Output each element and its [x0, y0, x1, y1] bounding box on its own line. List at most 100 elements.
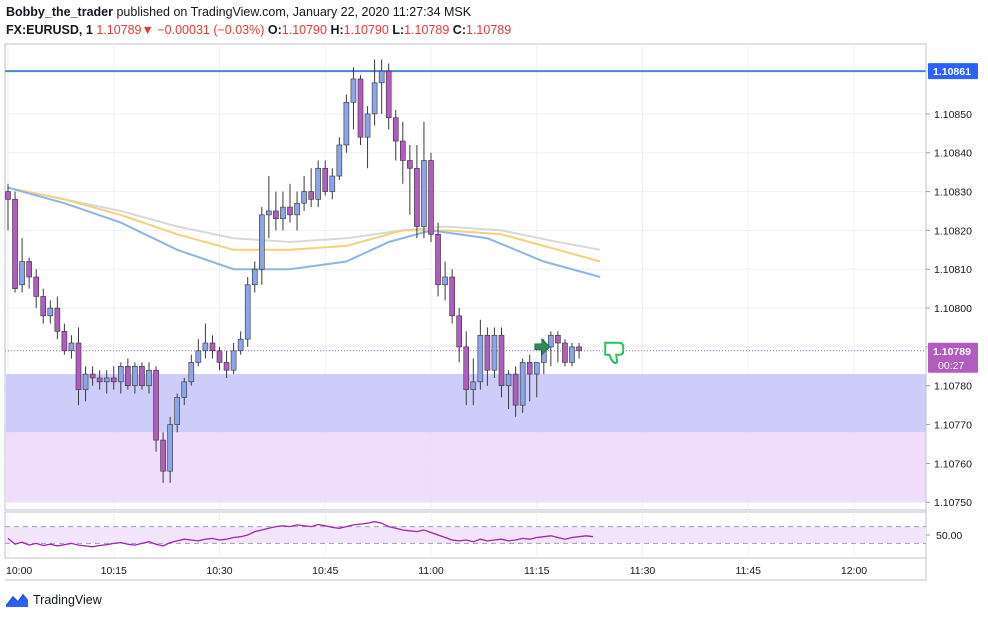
candle-body	[456, 315, 463, 348]
candle-body	[244, 284, 251, 340]
candle-body	[569, 346, 575, 363]
candle-body	[33, 276, 40, 297]
candle-body	[19, 261, 25, 286]
author-name[interactable]: Bobby_the_trader	[6, 5, 113, 19]
time-tick-label: 11:15	[524, 565, 550, 577]
candle-body	[371, 82, 378, 115]
down-arrow-icon: ▼	[141, 23, 154, 37]
level-price-badge	[928, 63, 978, 80]
candle-body	[202, 342, 209, 352]
close-value: 1.10789	[466, 23, 512, 37]
candle-body	[491, 334, 498, 371]
high-value: 1.10790	[343, 23, 389, 37]
candle-body	[40, 296, 47, 317]
candle-body	[216, 350, 223, 363]
candle-body	[414, 167, 420, 227]
close-label: C:	[452, 23, 466, 37]
time-tick-label: 11:45	[736, 565, 762, 577]
price-tick-label: 1.10780	[934, 381, 972, 393]
candle-body	[82, 373, 89, 390]
candle-body	[463, 346, 470, 390]
rsi-band	[6, 526, 926, 544]
candle-body	[399, 140, 406, 161]
candle-body	[188, 362, 195, 383]
countdown-label: 00:27	[938, 360, 964, 372]
rsi-line	[7, 520, 594, 548]
candle-body	[209, 342, 216, 352]
candle-body	[512, 373, 519, 406]
candle-body	[153, 369, 159, 441]
candle-body	[470, 381, 477, 390]
price-tick-label: 1.10770	[934, 420, 972, 432]
tradingview-brand[interactable]: TradingView	[33, 593, 102, 607]
candle-body	[548, 334, 554, 348]
candle-body	[442, 276, 448, 286]
open-value: 1.10790	[281, 23, 327, 37]
level-price-label: 1.10861	[933, 66, 971, 78]
candle-body	[146, 369, 152, 387]
candle-body	[421, 160, 427, 227]
symbol-label[interactable]: FX:EURUSD, 1	[6, 23, 93, 37]
last-price-badge	[928, 342, 978, 373]
candle-body	[75, 342, 82, 390]
published-text: published on TradingView.com, January 22…	[116, 5, 472, 19]
candle-body	[378, 70, 385, 84]
candle-body	[555, 334, 561, 344]
ma-mid-line	[7, 186, 601, 263]
candle-body	[110, 377, 117, 383]
candle-body	[251, 268, 258, 286]
candle-body	[12, 199, 18, 289]
time-tick-label: 10:45	[312, 565, 338, 577]
candle-body	[526, 362, 533, 375]
candle-body	[68, 342, 75, 352]
candle-body	[562, 342, 568, 363]
candle-body	[118, 366, 124, 383]
change-value: −0.00031 (−0.03%)	[157, 23, 265, 37]
candle-body	[237, 338, 244, 352]
candle-body	[343, 101, 350, 146]
candle-body	[392, 117, 399, 142]
ma-fast-line	[7, 186, 601, 278]
green-arrow-icon	[534, 337, 551, 356]
candle-body	[435, 233, 441, 286]
candle-body	[519, 362, 526, 406]
candle-body	[477, 334, 484, 383]
chart-header: Bobby_the_trader published on TradingVie…	[6, 3, 906, 39]
candle-body	[385, 70, 392, 119]
candle-body	[273, 210, 279, 220]
high-label: H:	[330, 23, 344, 37]
rsi-tick-label: 50.00	[936, 530, 962, 542]
candle-body	[54, 307, 61, 332]
candle-body	[287, 206, 293, 216]
candle-body	[498, 334, 505, 387]
candle-body	[230, 350, 237, 371]
candle-body	[407, 160, 413, 169]
price-tick-label: 1.10750	[934, 497, 972, 509]
low-value: 1.10789	[404, 23, 450, 37]
candle-body	[223, 362, 230, 371]
open-label: O:	[267, 23, 282, 37]
candle-body	[449, 276, 455, 317]
ma-slow-line	[7, 186, 601, 251]
candle-body	[195, 350, 202, 363]
last-price-label: 1.10789	[933, 346, 971, 358]
time-tick-label: 11:30	[630, 565, 656, 577]
price-chart[interactable]: 1.10750 1.10760 1.10770 1.10780 1.10790 1.108…	[0, 0, 988, 585]
candle-body	[47, 307, 54, 317]
time-tick-label: 12:00	[841, 565, 867, 577]
candle-body	[315, 167, 322, 200]
candle-body	[357, 78, 364, 138]
time-tick-label: 11:00	[418, 565, 444, 577]
candle-body	[181, 381, 188, 398]
candle-body	[350, 78, 357, 103]
candle-body	[26, 261, 32, 278]
time-tick-label: 10:30	[206, 565, 232, 577]
candle-body	[533, 362, 540, 375]
tradingview-logo-icon	[6, 593, 28, 607]
candle-body	[160, 439, 166, 472]
candle-body	[280, 206, 286, 220]
candle-body	[61, 331, 68, 352]
price-tick-label: 1.10760	[934, 458, 972, 470]
candle-body	[322, 167, 329, 192]
candle-body	[364, 113, 371, 138]
